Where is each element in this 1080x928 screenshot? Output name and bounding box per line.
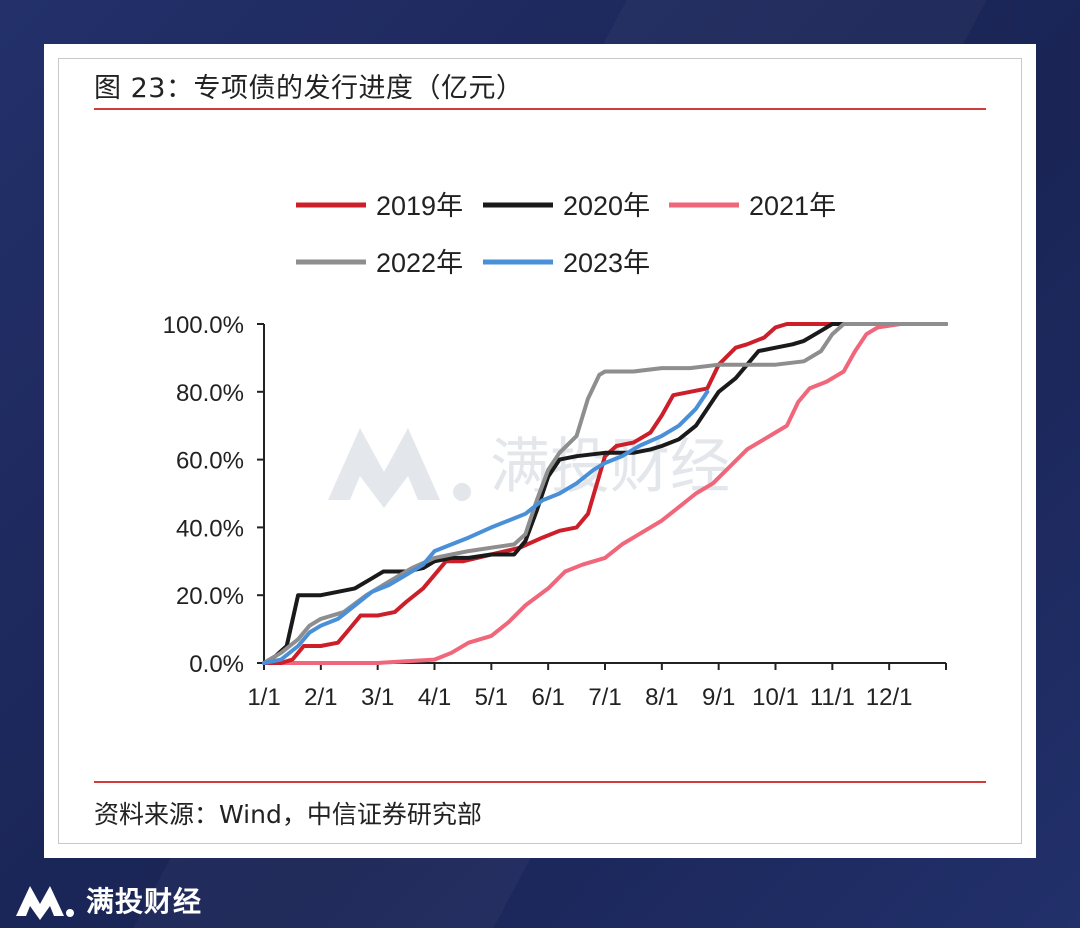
y-tick-label: 0.0% bbox=[189, 651, 244, 678]
x-tick-label: 6/1 bbox=[531, 684, 564, 711]
x-tick-label: 5/1 bbox=[475, 684, 508, 711]
legend-label-2019: 2019年 bbox=[376, 191, 463, 221]
y-tick-label: 60.0% bbox=[176, 448, 244, 475]
legend-label-2022: 2022年 bbox=[376, 248, 463, 278]
brand-name: 满投财经 bbox=[86, 885, 203, 918]
x-tick-label: 1/1 bbox=[247, 684, 280, 711]
figure-source: 资料来源：Wind，中信证券研究部 bbox=[94, 800, 482, 829]
watermark-logo-icon bbox=[328, 428, 440, 508]
x-tick-label: 10/1 bbox=[752, 684, 799, 711]
x-tick-label: 3/1 bbox=[361, 684, 394, 711]
figure-border bbox=[58, 58, 1022, 844]
y-tick-label: 80.0% bbox=[176, 380, 244, 407]
y-tick-label: 100.0% bbox=[163, 312, 244, 339]
x-tick-label: 11/1 bbox=[810, 684, 855, 711]
x-tick-label: 2/1 bbox=[304, 684, 337, 711]
title-rule bbox=[94, 108, 986, 110]
source-rule bbox=[94, 781, 986, 783]
y-tick-label: 20.0% bbox=[176, 583, 244, 610]
x-tick-label: 12/1 bbox=[866, 684, 913, 711]
watermark-text: 满投财经 bbox=[490, 432, 730, 502]
x-tick-label: 4/1 bbox=[418, 684, 451, 711]
figure-title: 图 23：专项债的发行进度（亿元） bbox=[94, 73, 524, 104]
series-line-2023 bbox=[262, 389, 710, 665]
series-line-2021 bbox=[262, 322, 948, 665]
brand-m-logo-icon bbox=[16, 886, 74, 920]
series-line-2019 bbox=[262, 322, 948, 665]
legend-label-2021: 2021年 bbox=[749, 191, 836, 221]
y-tick-label: 40.0% bbox=[176, 515, 244, 542]
x-tick-label: 8/1 bbox=[645, 684, 678, 711]
figure-card bbox=[44, 44, 1036, 858]
x-tick-label: 7/1 bbox=[588, 684, 621, 711]
legend-label-2023: 2023年 bbox=[563, 248, 650, 278]
legend-label-2020: 2020年 bbox=[563, 191, 650, 221]
series-line-2020 bbox=[262, 322, 948, 665]
brand-footer: 满投财经 bbox=[14, 878, 202, 922]
watermark-dot bbox=[453, 483, 471, 501]
watermark: 满投财经 bbox=[328, 428, 730, 508]
x-tick-label: 9/1 bbox=[702, 684, 735, 711]
